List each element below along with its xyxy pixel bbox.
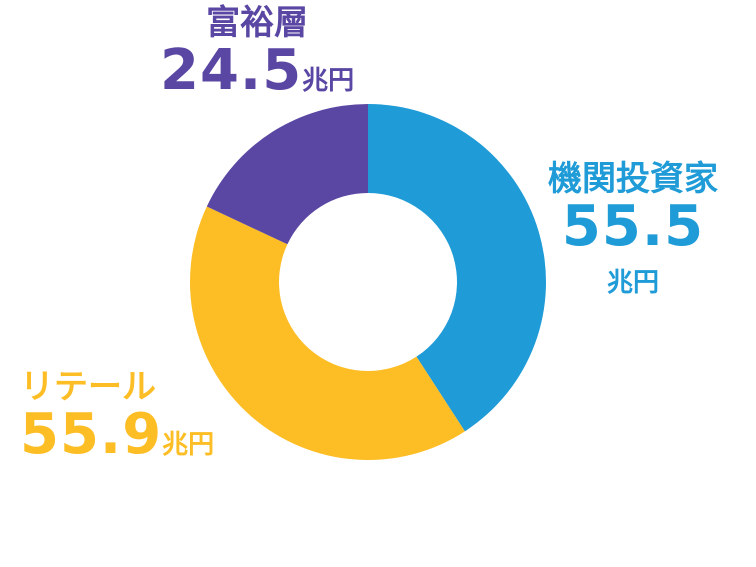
label-wealthy: 富裕層 24.5兆円: [160, 4, 354, 100]
label-institutional-name: 機関投資家: [548, 159, 718, 199]
label-institutional: 機関投資家 55.5 兆円: [548, 160, 718, 299]
label-wealthy-unit: 兆円: [302, 66, 355, 96]
label-institutional-value: 55.5: [561, 194, 705, 259]
label-wealthy-name: 富裕層: [206, 3, 309, 43]
label-retail-name: リテール: [20, 367, 156, 407]
slice-institutional: [368, 104, 546, 432]
slice-retail: [189, 206, 465, 460]
label-wealthy-value: 24.5: [160, 38, 303, 103]
label-institutional-unit: 兆円: [606, 268, 659, 298]
slice-wealthy: [206, 104, 368, 245]
label-retail-value: 55.9: [20, 402, 163, 467]
label-retail-unit: 兆円: [162, 430, 215, 460]
label-retail: リテール 55.9兆円: [20, 368, 214, 464]
